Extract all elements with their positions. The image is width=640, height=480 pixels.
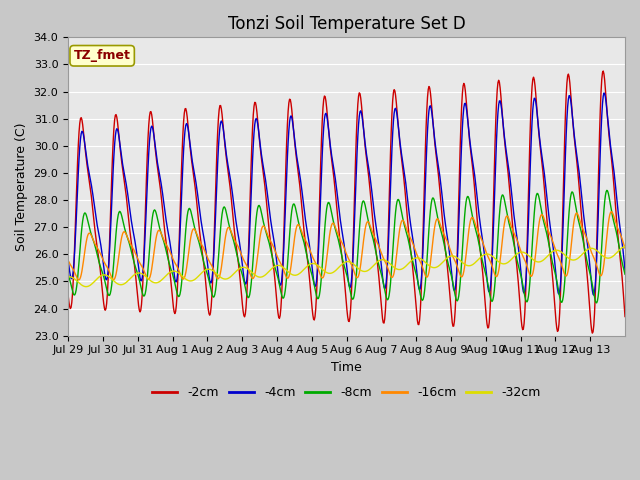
Text: TZ_fmet: TZ_fmet	[74, 49, 131, 62]
Title: Tonzi Soil Temperature Set D: Tonzi Soil Temperature Set D	[228, 15, 465, 33]
Y-axis label: Soil Temperature (C): Soil Temperature (C)	[15, 122, 28, 251]
X-axis label: Time: Time	[332, 361, 362, 374]
Legend: -2cm, -4cm, -8cm, -16cm, -32cm: -2cm, -4cm, -8cm, -16cm, -32cm	[147, 381, 546, 404]
